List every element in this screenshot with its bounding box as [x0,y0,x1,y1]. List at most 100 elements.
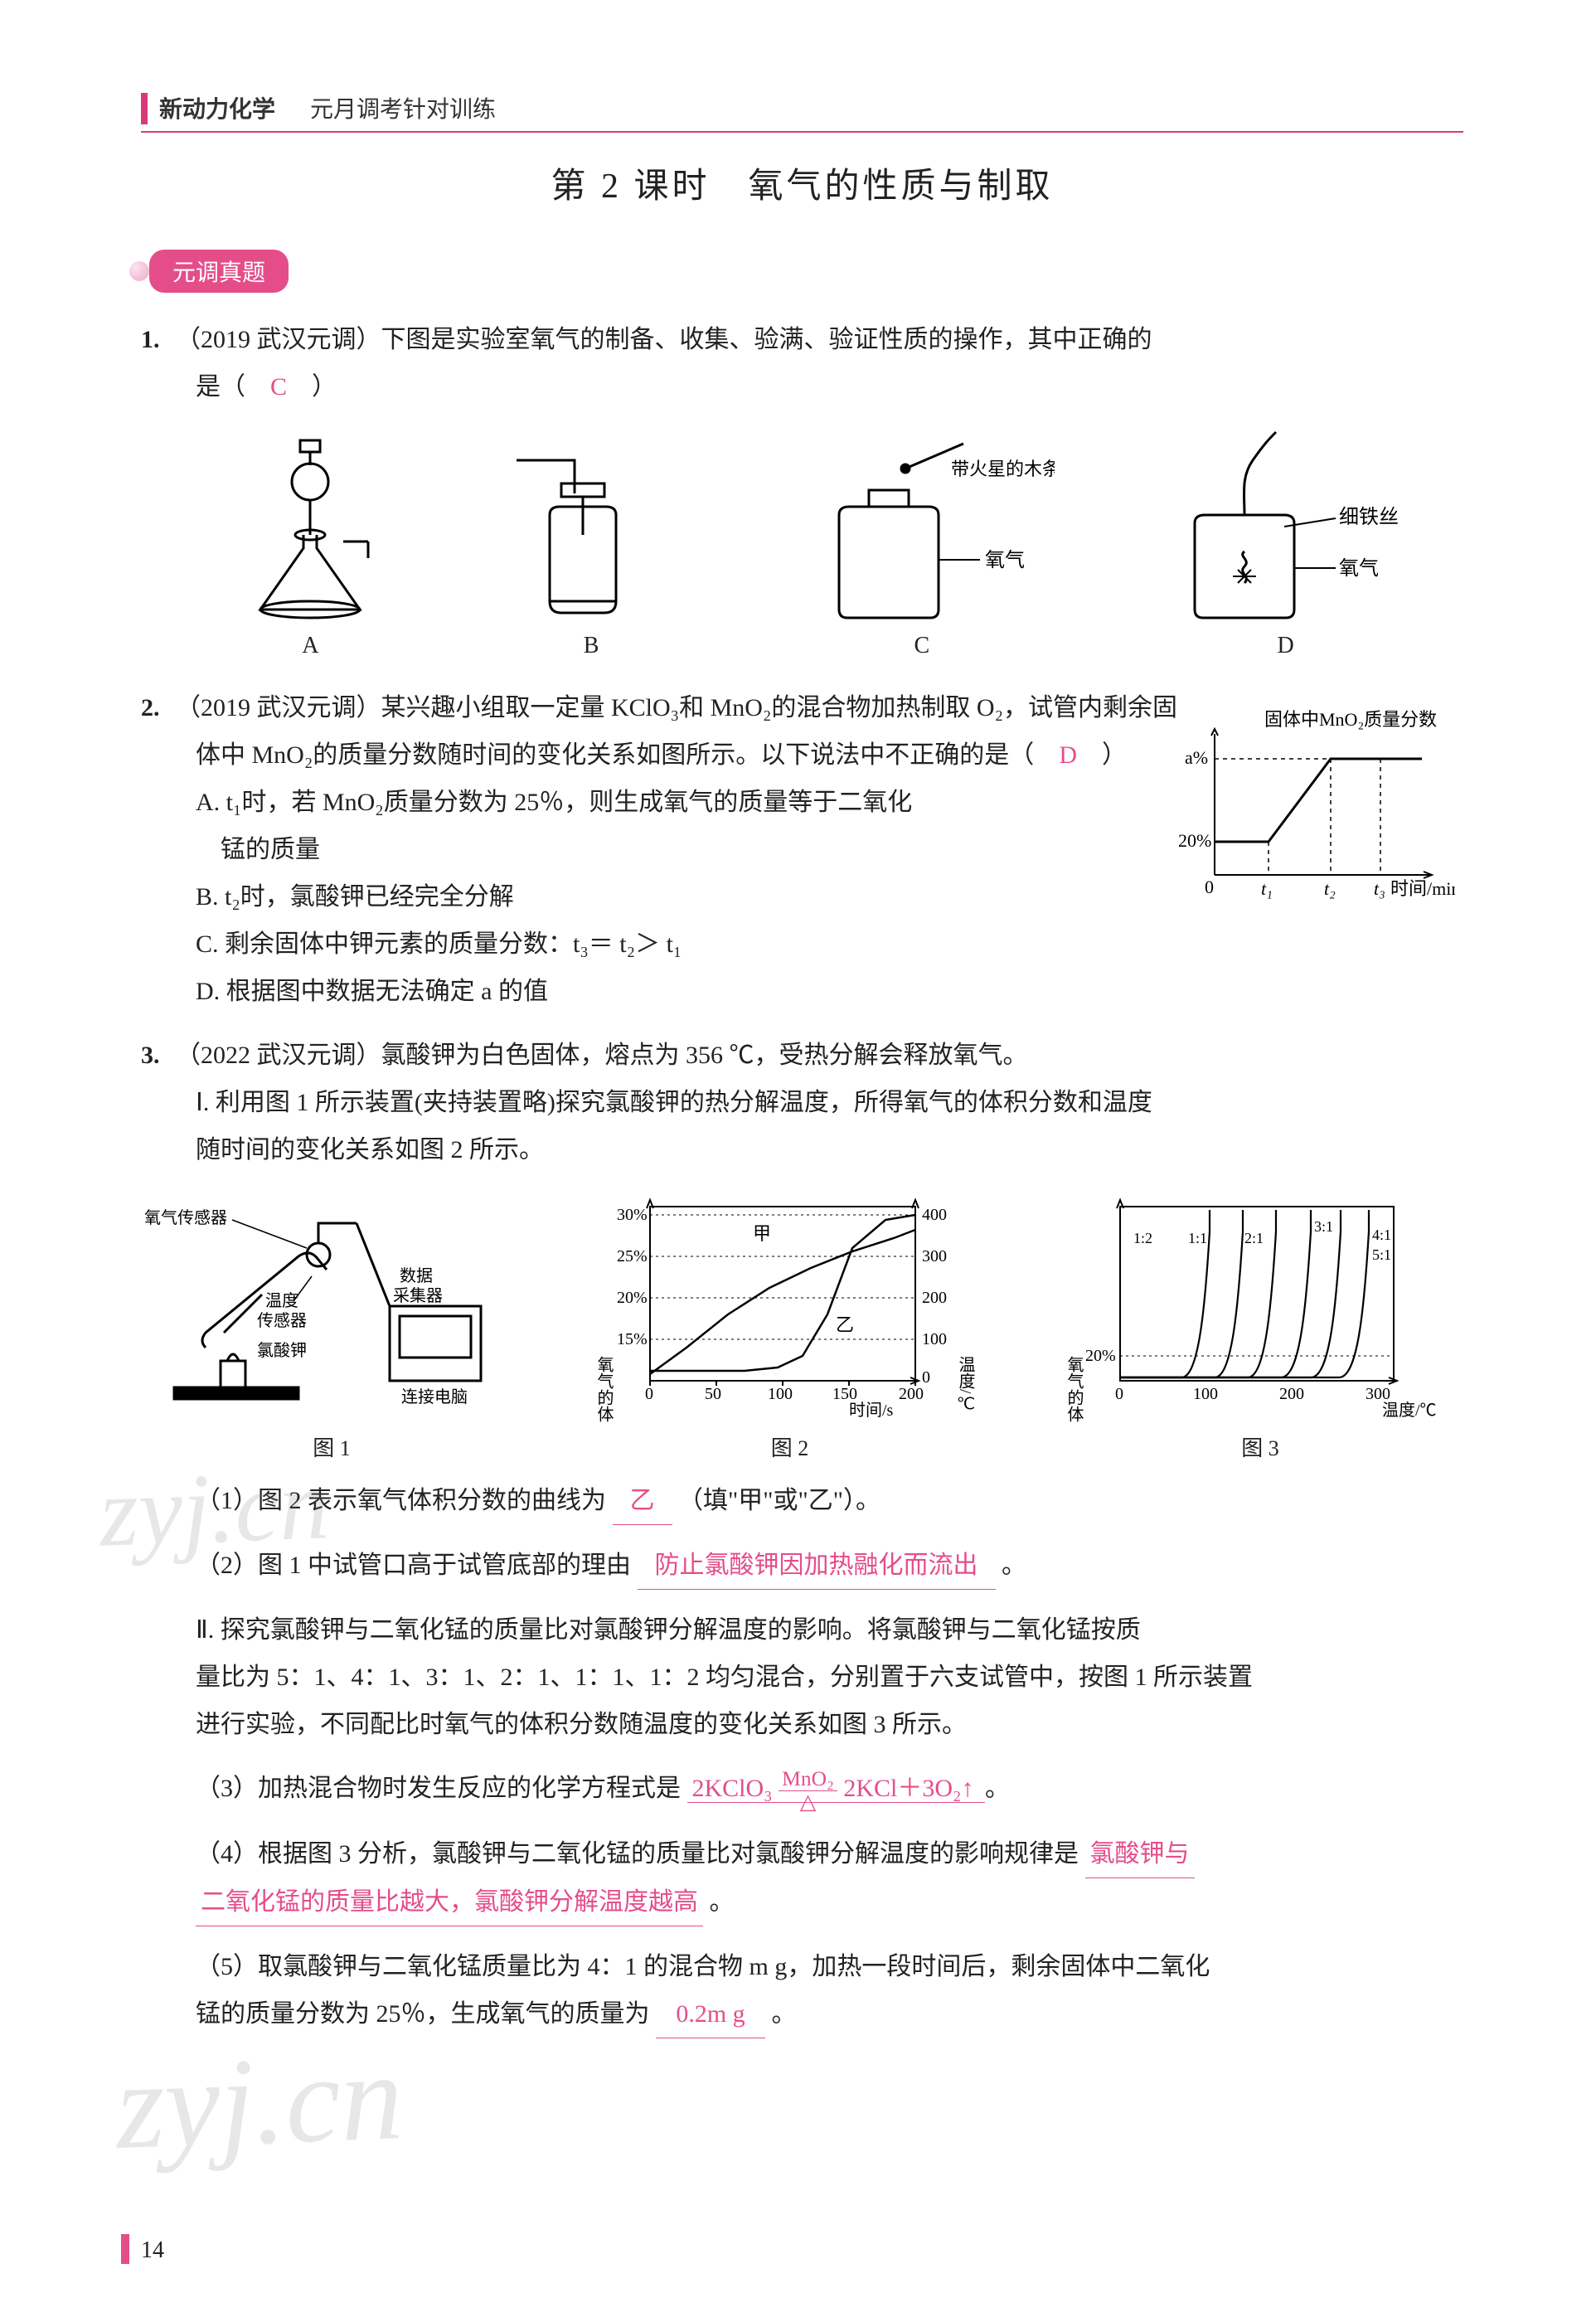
header-title: 新动力化学 元月调考针对训练 [159,91,496,124]
q3-part1b: 随时间的变化关系如图 2 所示。 [141,1126,1463,1173]
q2-tick-0: 0 [1205,877,1214,897]
series-name: 新动力化学 [159,97,275,123]
q3-sub4-b: 。 [710,1888,735,1916]
q3-part2: Ⅱ. 探究氯酸钾与二氧化锰的质量比对氯酸钾分解温度的影响。将氯酸钾与二氧化锰按质… [141,1606,1463,1748]
svg-text:0: 0 [922,1368,930,1387]
eq-bot: △ [797,1790,820,1814]
eq-top: MnO₂ [779,1766,837,1791]
q1-label-a: A [227,633,393,659]
question-1: 1.（2019 武汉元调）下图是实验室氧气的制备、收集、验满、验证性质的操作，其… [141,316,1463,410]
svg-text:100: 100 [1193,1385,1218,1403]
q3-part2c: 进行实验，不同配比时氧气的体积分数随温度的变化关系如图 3 所示。 [141,1701,1463,1748]
svg-text:50: 50 [705,1385,721,1403]
fig1-o2sensor: 氧气传感器 [144,1208,227,1227]
q1-diagram-d: 细铁丝 氧气 D [1162,427,1410,659]
q2-tick-20: 20% [1178,830,1211,851]
q2-stem1: 某兴趣小组取一定量 KClO₃和 MnO₂的混合物加热制取 O₂，试管内剩余固 [381,694,1178,721]
q1d-annot-o2: 氧气 [1339,557,1379,580]
fig2-xlabel: 时间/s [849,1401,894,1420]
q3-stem: 氯酸钾为白色固体，熔点为 356 ℃，受热分解会释放氧气。 [381,1042,1028,1069]
q2-xlabel: 时间/min [1390,878,1455,899]
svg-text:400: 400 [922,1206,947,1224]
eq-right: 2KCl＋3O₂↑ [843,1775,973,1802]
svg-text:300: 300 [1366,1385,1390,1403]
q3-sub2-a: （2）图 1 中试管口高于试管底部的理由 [196,1552,631,1579]
q3-part2b: 量比为 5：1、4：1、3：1、2：1、1：1、1：2 均匀混合，分别置于六支试… [141,1654,1463,1701]
svg-text:200: 200 [899,1385,924,1403]
q2-number: 2. [141,684,176,731]
fig3-chart: 1:2 1:1 2:1 3:1 4:1 5:1 氧气的体积分数 20% 0 10… [1057,1190,1463,1422]
q2-chart: 固体中MnO₂质量分数 a% 20% [1173,709,1455,924]
series-subtitle: 元月调考针对训练 [310,97,496,123]
q3-figures: 氧气传感器 温度 传感器 氯酸钾 数据 采集器 连接电脑 图 1 [141,1190,1463,1462]
svg-text:25%: 25% [617,1247,648,1265]
q2-stem2: 体中 MnO₂的质量分数随时间的变化关系如图所示。以下说法中不正确的是（ [196,741,1059,769]
q2-t1: t₁ [1261,878,1273,899]
eq-left: 2KClO₃ [692,1775,773,1802]
svg-text:4:1: 4:1 [1372,1227,1391,1243]
q3-sub4: （4）根据图 3 分析，氯酸钾与二氧化锰的质量比对氯酸钾分解温度的影响规律是 氯… [141,1830,1463,1926]
q1d-annot-wire: 细铁丝 [1339,506,1399,528]
watermark-2: zyj.cn [114,2025,405,2178]
q3-sub5-b: 锰的质量分数为 25％，生成氧气的质量为 [196,2000,650,2028]
q2-chart-svg: 固体中MnO₂质量分数 a% 20% [1173,709,1455,908]
eq-cond: MnO₂ △ [779,1767,837,1814]
q3-sub3-b: 。 [985,1775,1010,1802]
question-3: 3.（2022 武汉元调）氯酸钾为白色固体，熔点为 356 ℃，受热分解会释放氧… [141,1032,1463,1173]
q1-stem-b: 是（ [196,373,270,401]
q1-diagram-c: 带火星的木条 氧气 C [789,435,1055,659]
fig1-coll2: 采集器 [393,1286,443,1305]
question-2: 2.（2019 武汉元调）某兴趣小组取一定量 KClO₃和 MnO₂的混合物加热… [141,684,1463,1015]
q1-diagrams: A B [174,427,1463,659]
q3-sub5-c: 。 [772,2000,797,2028]
svg-text:5:1: 5:1 [1372,1246,1391,1263]
fig2-ylabel-r: 温度/℃ [956,1356,975,1414]
fig3-xlabel: 温度/℃ [1382,1401,1437,1420]
svg-text:200: 200 [1279,1385,1304,1403]
section-badge: 元调真题 [149,250,289,293]
q3-eq: 2KClO₃ MnO₂ △ 2KCl＋3O₂↑ [687,1775,986,1803]
page-header: 新动力化学 元月调考针对训练 [141,91,1463,133]
q3-fig1: 氧气传感器 温度 传感器 氯酸钾 数据 采集器 连接电脑 图 1 [141,1190,522,1462]
q3-sub3-a: （3）加热混合物时发生反应的化学方程式是 [196,1775,681,1802]
fig3-label: 图 3 [1057,1431,1463,1462]
fig1-label: 图 1 [141,1431,522,1462]
q3-sub3: （3）加热混合物时发生反应的化学方程式是 2KClO₃ MnO₂ △ 2KCl＋… [141,1765,1463,1814]
q1-number: 1. [141,316,176,363]
svg-text:100: 100 [922,1330,947,1348]
q3-sub1-a: （1）图 2 表示氧气体积分数的曲线为 [196,1487,606,1514]
svg-text:300: 300 [922,1247,947,1265]
q1-diagram-b: B [500,435,682,659]
q1-source: （2019 武汉元调） [176,326,381,353]
q2-stem3: ） [1077,741,1127,769]
fig2-jia: 甲 [753,1223,771,1244]
q2-answer: D [1059,741,1077,769]
q1-label-c: C [789,633,1055,659]
q2-t2: t₂ [1324,878,1336,899]
fig1-kclo3: 氯酸钾 [257,1341,307,1360]
q3-sub2: （2）图 1 中试管口高于试管底部的理由 防止氯酸钾因加热融化而流出 。 [141,1542,1463,1590]
q2-tick-a: a% [1185,747,1208,768]
q3-sub5-ans: 0.2m g [656,1990,765,2038]
q3-sub5-a: （5）取氯酸钾与二氧化锰质量比为 4：1 的混合物 m g，加热一段时间后，剩余… [141,1943,1463,1990]
q3-fig3: 1:2 1:1 2:1 3:1 4:1 5:1 氧气的体积分数 20% 0 10… [1057,1190,1463,1462]
svg-text:100: 100 [768,1385,793,1403]
svg-text:2:1: 2:1 [1244,1230,1264,1246]
svg-text:20%: 20% [1085,1347,1116,1365]
svg-text:0: 0 [645,1385,653,1403]
svg-text:20%: 20% [617,1289,648,1307]
lesson-title: 第 2 课时 氧气的性质与制取 [141,158,1463,208]
splint-bottle-icon: 带火星的木条 氧气 [789,435,1055,626]
fig2-label: 图 2 [587,1431,993,1462]
q3-sub2-b: 。 [1002,1552,1026,1579]
apparatus-icon: 氧气传感器 温度 传感器 氯酸钾 数据 采集器 连接电脑 [141,1190,522,1422]
gas-bottle-icon [500,435,682,626]
svg-text:30%: 30% [617,1206,648,1224]
fig1-pc: 连接电脑 [401,1387,468,1406]
q1-answer: C [270,373,287,401]
q3-part1a: Ⅰ. 利用图 1 所示装置(夹持装置略)探究氯酸钾的热分解温度，所得氧气的体积分… [141,1079,1463,1126]
svg-text:1:1: 1:1 [1188,1230,1207,1246]
fig1-coll1: 数据 [400,1266,433,1285]
svg-text:0: 0 [1115,1385,1123,1403]
q3-sub4-ans2: 二氧化锰的质量比越大，氯酸钾分解温度越高 [196,1878,703,1926]
